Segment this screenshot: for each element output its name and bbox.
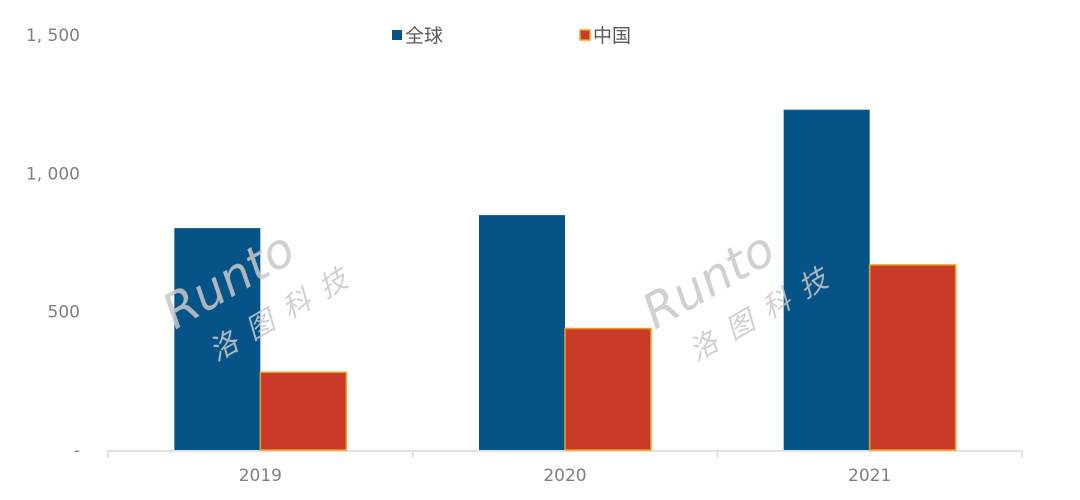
x-tick-label: 2020 <box>543 466 586 486</box>
bar-global-2019 <box>174 228 261 450</box>
legend-swatch <box>392 30 402 40</box>
legend-swatch <box>579 29 591 41</box>
legend-label: 全球 <box>405 25 443 47</box>
legend-label: 中国 <box>593 25 631 47</box>
bar-china-2020 <box>564 327 652 451</box>
x-tick-label: 2019 <box>239 466 282 486</box>
y-tick-label: 1, 000 <box>26 164 80 184</box>
bar-china-2019 <box>259 371 348 451</box>
y-tick-label: 500 <box>48 303 80 323</box>
bar-china-2021 <box>868 264 957 451</box>
bar-global-2021 <box>783 109 870 450</box>
y-tick-label: - <box>74 441 80 461</box>
bar-global-2020 <box>479 215 565 450</box>
x-tick-label: 2021 <box>848 466 891 486</box>
y-tick-label: 1, 500 <box>26 26 80 46</box>
